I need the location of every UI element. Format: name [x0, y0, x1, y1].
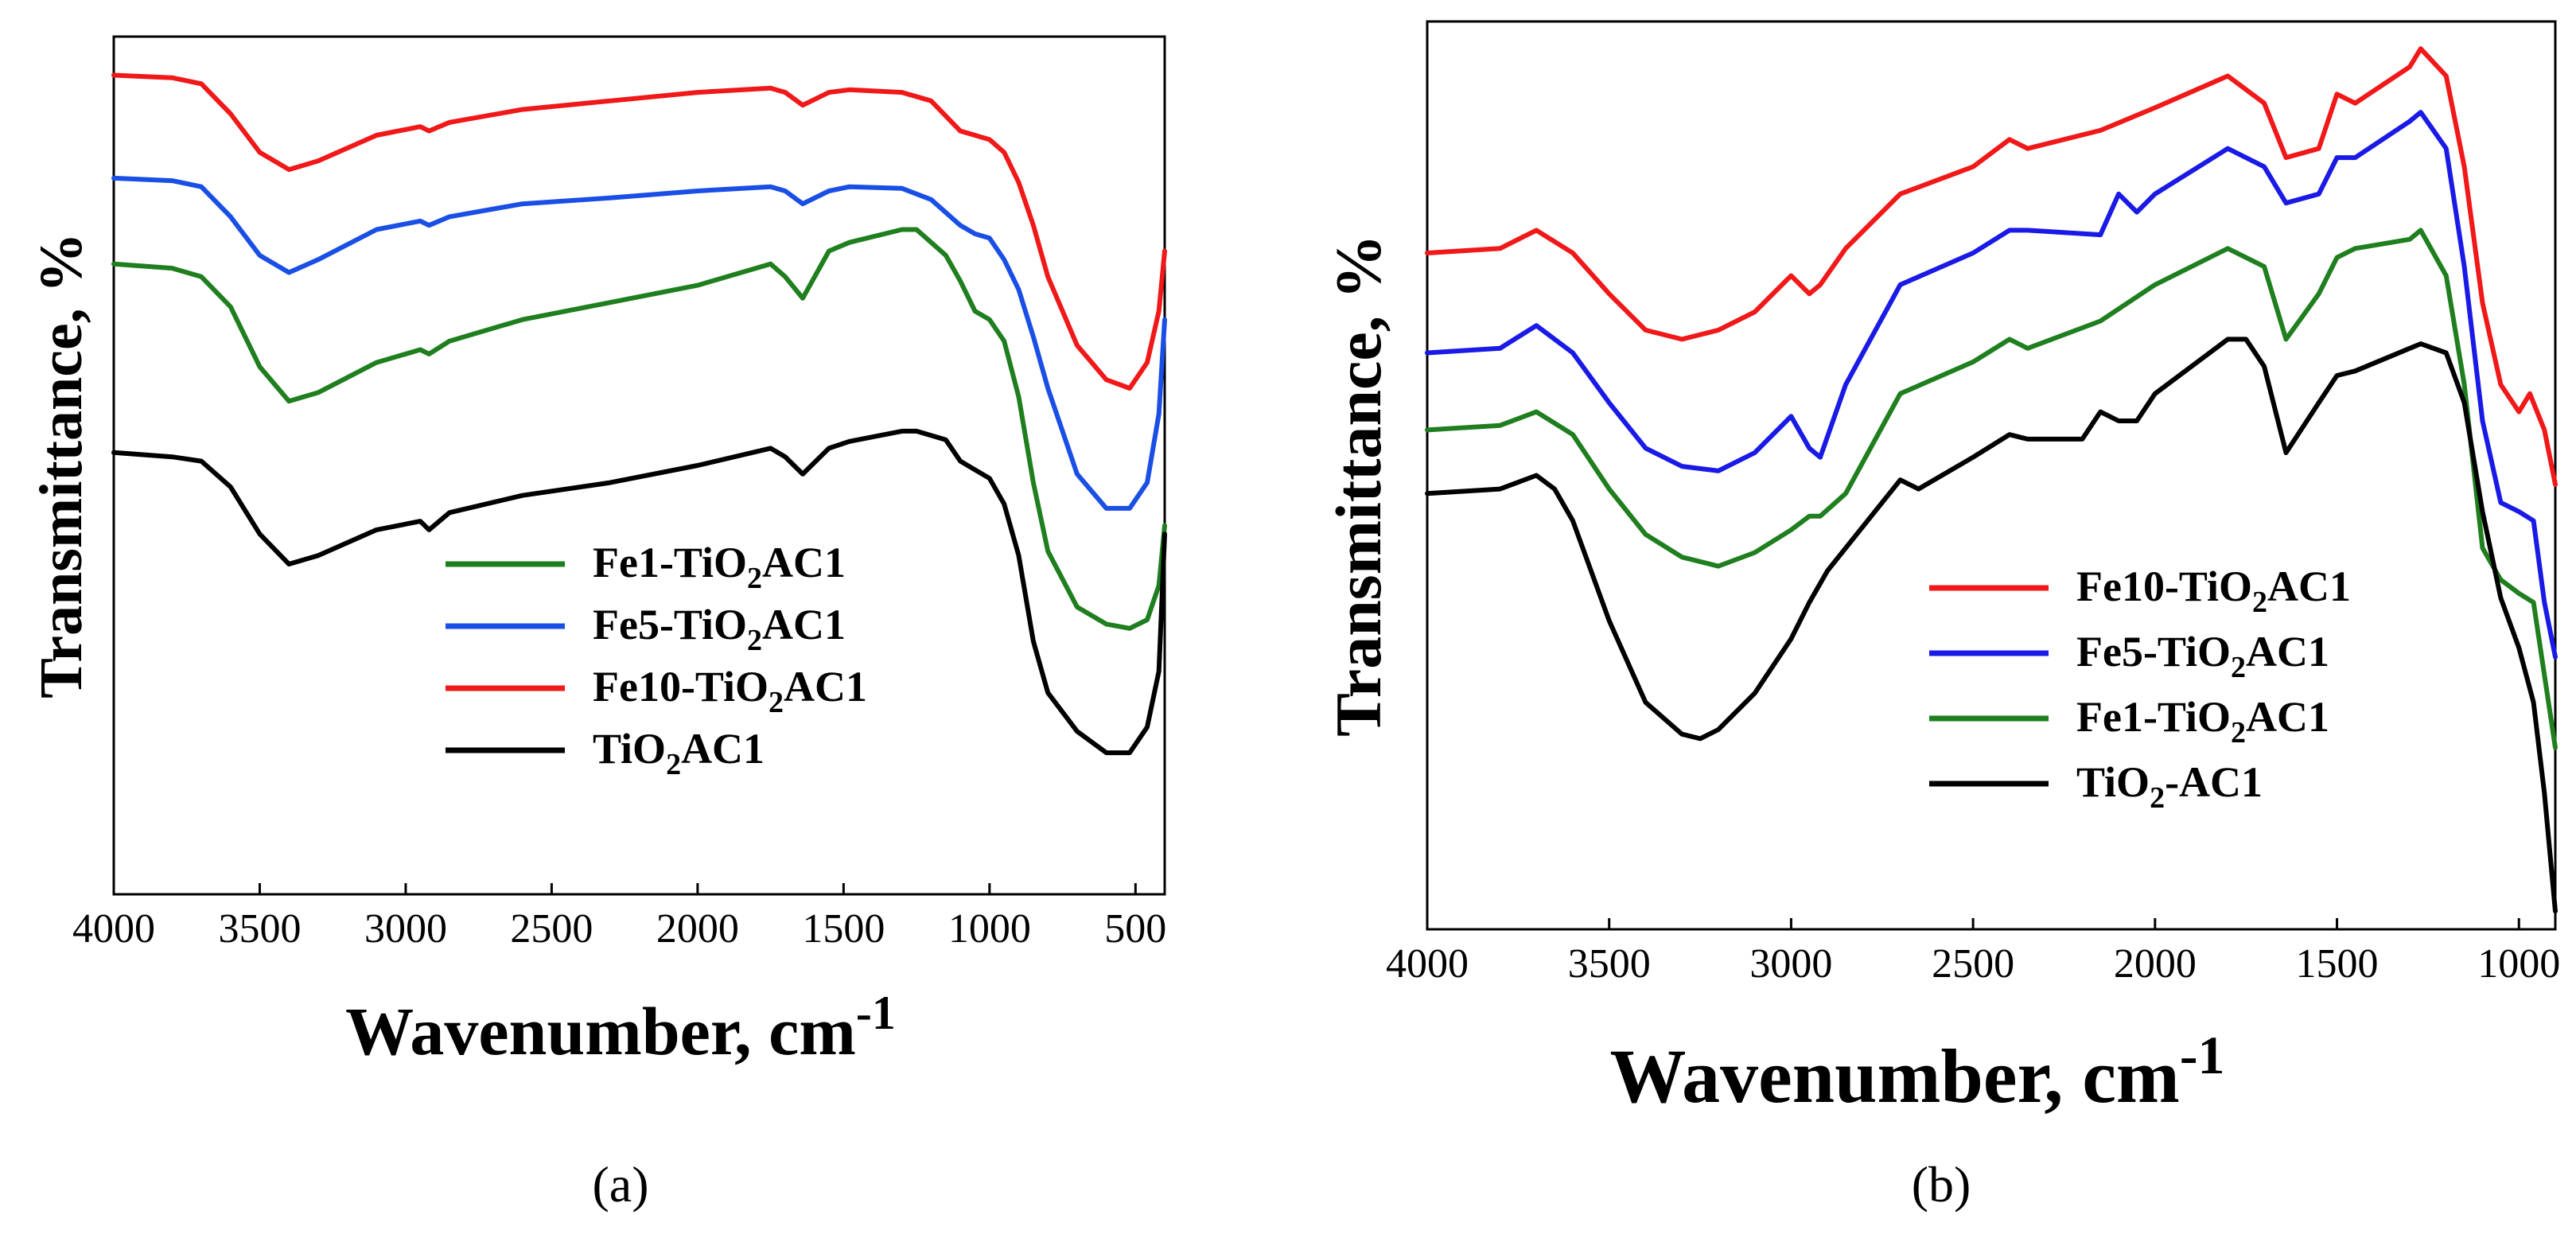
- x-tick-label: 1500: [802, 906, 885, 952]
- series-line-fe10-tio2ac1: [1425, 46, 2558, 487]
- series-line-fe10-tio2ac1: [111, 72, 1167, 391]
- chart-panel-b: 4000 3500 3000 2500 2000 1500 1000 Transmittan…: [1322, 20, 2560, 1213]
- panel-label-b: (b): [1912, 1156, 1971, 1213]
- series-line-fe1-tio2ac1: [111, 227, 1167, 631]
- legend-label: TiO2AC1: [593, 725, 765, 781]
- legend-b: Fe10-TiO2AC1 Fe5-TiO2AC1 Fe1-TiO2AC1 TiO2-A…: [1929, 563, 2351, 815]
- x-tick-label: 4000: [72, 906, 155, 952]
- x-tick-label: 3000: [364, 906, 447, 952]
- x-tick-label: 3500: [1568, 941, 1651, 987]
- plot-frame-b: [1426, 20, 2557, 931]
- x-tick-label: 2000: [656, 906, 739, 952]
- x-tick-label: 2500: [1932, 941, 2014, 987]
- legend-label: TiO2-AC1: [2076, 758, 2263, 815]
- series-group-a: [111, 72, 1167, 756]
- x-tick-label: 3500: [218, 906, 301, 952]
- legend-label: Fe1-TiO2AC1: [2076, 693, 2329, 749]
- x-ticks-b: 4000 3500 3000 2500 2000 1500 1000: [1386, 918, 2560, 987]
- x-tick-label: 2500: [510, 906, 593, 952]
- x-tick-label: 1000: [948, 906, 1031, 952]
- series-line-fe5-tio2ac1: [111, 175, 1167, 511]
- x-tick-label: 3000: [1749, 941, 1832, 987]
- legend-a: Fe1-TiO2AC1 Fe5-TiO2AC1 Fe10-TiO2AC1 TiO2AC…: [446, 539, 867, 781]
- legend-label: Fe5-TiO2AC1: [593, 601, 846, 657]
- x-axis-label-a: Wavenumber, cm-1: [345, 987, 896, 1069]
- legend-label: Fe10-TiO2AC1: [2076, 563, 2351, 619]
- x-tick-label: 2000: [2114, 941, 2197, 987]
- x-axis-label-b: Wavenumber, cm-1: [1609, 1025, 2224, 1119]
- chart-panel-a: 4000 3500 3000 2500 2000 1500 1000 500 Transmit…: [28, 35, 1167, 1213]
- series-line-tio2-ac1: [1425, 337, 2558, 914]
- series-line-fe5-tio2ac1: [1425, 110, 2558, 660]
- x-tick-label: 1500: [2296, 941, 2379, 987]
- plot-frame-a: [112, 35, 1166, 896]
- x-ticks-a: 4000 3500 3000 2500 2000 1500 1000 500: [72, 883, 1166, 952]
- y-axis-label-b: Transmittance, %: [1322, 234, 1395, 737]
- x-tick-label: 500: [1104, 906, 1166, 952]
- x-tick-label: 4000: [1386, 941, 1469, 987]
- x-tick-label: 1000: [2477, 941, 2560, 987]
- legend-label: Fe1-TiO2AC1: [593, 539, 846, 595]
- y-axis-label-a: Transmittance, %: [28, 232, 95, 698]
- series-line-fe1-tio2ac1: [1425, 228, 2558, 750]
- legend-label: Fe10-TiO2AC1: [593, 663, 867, 719]
- legend-label: Fe5-TiO2AC1: [2076, 628, 2329, 684]
- panel-label-a: (a): [592, 1156, 648, 1213]
- series-group-b: [1425, 46, 2558, 914]
- series-line-tio2ac1: [111, 428, 1167, 756]
